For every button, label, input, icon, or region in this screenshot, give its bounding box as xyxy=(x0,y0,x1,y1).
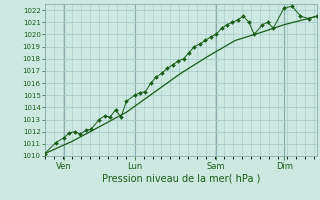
X-axis label: Pression niveau de la mer( hPa ): Pression niveau de la mer( hPa ) xyxy=(102,173,260,183)
